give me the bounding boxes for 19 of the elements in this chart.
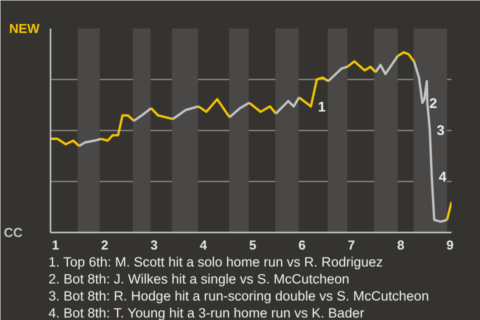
x-tick-label: 2 — [101, 238, 108, 252]
text: NEW — [9, 21, 40, 36]
annotation: 1 — [318, 98, 326, 114]
text: 1. Top 6th: M. Scott hit a solo home run vs R. Rodriguez — [48, 254, 384, 270]
x-tick-label: 8 — [397, 238, 404, 252]
annotation: 2 — [429, 94, 438, 111]
text: 4. Bot 8th: T. Young hit a 3-run home run vs K. Bader — [48, 306, 365, 320]
x-tick-label: 7 — [348, 238, 355, 252]
text: 2. Bot 8th: J. Wilkes hit a single vs S. McCutcheon — [48, 272, 350, 286]
text: 3. Bot 8th: R. Hodge hit a run-scoring double vs S. McCutcheon — [48, 288, 429, 304]
annotation: 4 — [438, 168, 447, 185]
text: CC — [4, 225, 24, 240]
x-tick-label: 5 — [249, 238, 256, 252]
x-tick-label: 4 — [200, 238, 208, 252]
x-tick-label: 6 — [298, 238, 306, 252]
x-tick-label: 9 — [446, 238, 454, 252]
x-tick-label: 3 — [150, 238, 158, 252]
x-tick-label: 1 — [52, 238, 60, 252]
annotation: 3 — [436, 122, 445, 138]
